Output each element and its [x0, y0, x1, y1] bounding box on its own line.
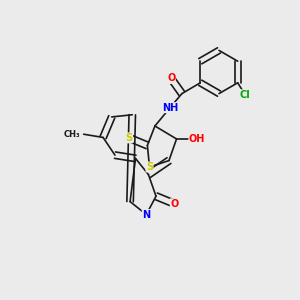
- Text: CH₃: CH₃: [63, 130, 80, 139]
- Text: NH: NH: [162, 103, 178, 112]
- Text: Cl: Cl: [240, 90, 250, 100]
- Text: OH: OH: [189, 134, 205, 144]
- Text: O: O: [167, 74, 175, 83]
- Text: S: S: [146, 162, 153, 172]
- Text: S: S: [125, 133, 133, 143]
- Text: N: N: [142, 210, 150, 220]
- Text: O: O: [170, 199, 178, 209]
